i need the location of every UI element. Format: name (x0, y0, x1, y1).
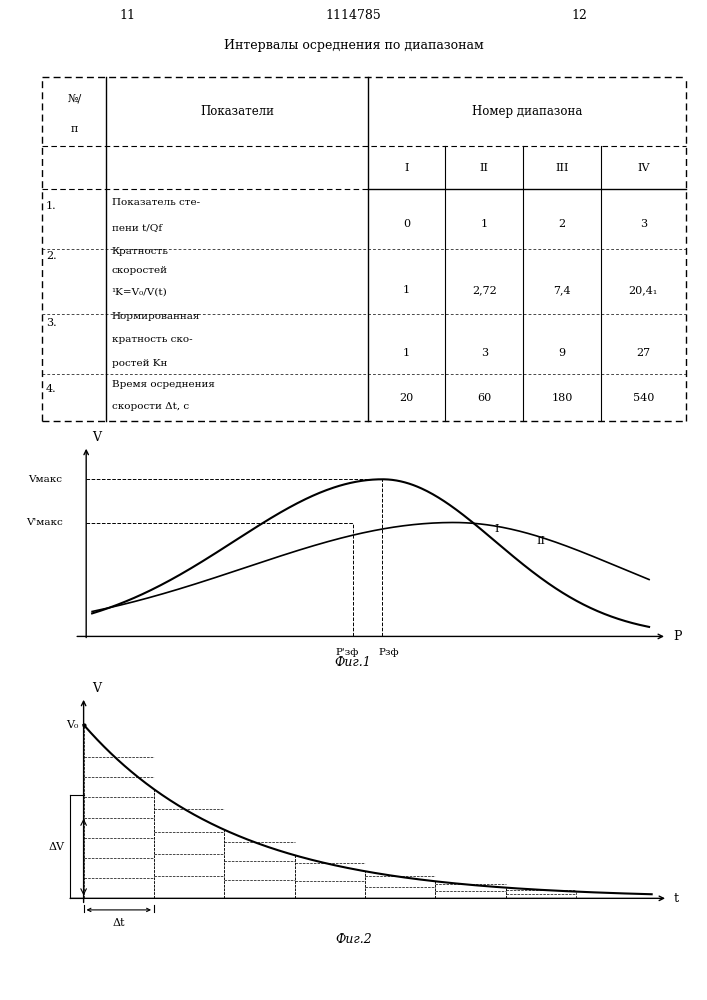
Text: ¹K=V₀/V(t): ¹K=V₀/V(t) (112, 288, 168, 297)
Text: Время осреднения: Время осреднения (112, 380, 215, 389)
Text: ростей Kн: ростей Kн (112, 359, 167, 368)
Text: Фиг.2: Фиг.2 (336, 933, 373, 946)
Text: 2.: 2. (46, 251, 57, 261)
Text: 2,72: 2,72 (472, 285, 497, 295)
Text: 3: 3 (481, 348, 488, 358)
Text: Vмакс: Vмакс (28, 475, 62, 484)
Text: III: III (555, 163, 569, 173)
Text: ΔV: ΔV (49, 842, 64, 852)
Text: V'макс: V'макс (25, 518, 62, 527)
Text: 3.: 3. (46, 318, 57, 328)
Text: 1: 1 (481, 219, 488, 229)
Text: 0: 0 (403, 219, 410, 229)
Text: 12: 12 (572, 9, 588, 22)
Text: скорости Δt, с: скорости Δt, с (112, 402, 189, 411)
Text: Нормированная: Нормированная (112, 312, 200, 321)
Text: V: V (92, 431, 101, 444)
Text: пени t/Qf: пени t/Qf (112, 223, 162, 232)
Text: 20: 20 (399, 393, 414, 403)
Text: II: II (480, 163, 489, 173)
Text: 1: 1 (403, 348, 410, 358)
Text: V₀: V₀ (66, 720, 78, 730)
Text: P: P (673, 630, 682, 643)
Text: 2: 2 (559, 219, 566, 229)
Text: Фиг.1: Фиг.1 (334, 656, 371, 669)
Text: 180: 180 (551, 393, 573, 403)
Text: I: I (494, 524, 499, 534)
Text: IV: IV (637, 163, 650, 173)
Text: Кратность: Кратность (112, 247, 168, 256)
Text: II: II (537, 536, 545, 546)
Text: 20,4₁: 20,4₁ (629, 285, 658, 295)
Text: Показатели: Показатели (200, 105, 274, 118)
Text: P'зф: P'зф (335, 648, 358, 657)
Text: 540: 540 (633, 393, 654, 403)
Text: t: t (673, 892, 678, 905)
Text: Интервалы осреднения по диапазонам: Интервалы осреднения по диапазонам (223, 39, 484, 52)
Text: 7,4: 7,4 (554, 285, 571, 295)
Text: п: п (71, 124, 78, 134)
Text: 9: 9 (559, 348, 566, 358)
Text: 60: 60 (477, 393, 491, 403)
Text: 11: 11 (119, 9, 135, 22)
Text: скоростей: скоростей (112, 266, 168, 275)
Text: Показатель сте-: Показатель сте- (112, 198, 200, 207)
Text: Δt: Δt (112, 918, 125, 928)
Text: V: V (92, 682, 100, 695)
Text: 3: 3 (640, 219, 647, 229)
Text: Pзф: Pзф (378, 648, 399, 657)
Text: 27: 27 (636, 348, 650, 358)
Text: I: I (404, 163, 409, 173)
Text: 1.: 1. (46, 201, 57, 211)
Text: кратность ско-: кратность ско- (112, 335, 192, 344)
Text: №/: №/ (67, 94, 81, 104)
Text: 1: 1 (403, 285, 410, 295)
Text: 4.: 4. (46, 384, 57, 394)
Text: 1114785: 1114785 (326, 9, 381, 22)
Text: Номер диапазона: Номер диапазона (472, 105, 582, 118)
